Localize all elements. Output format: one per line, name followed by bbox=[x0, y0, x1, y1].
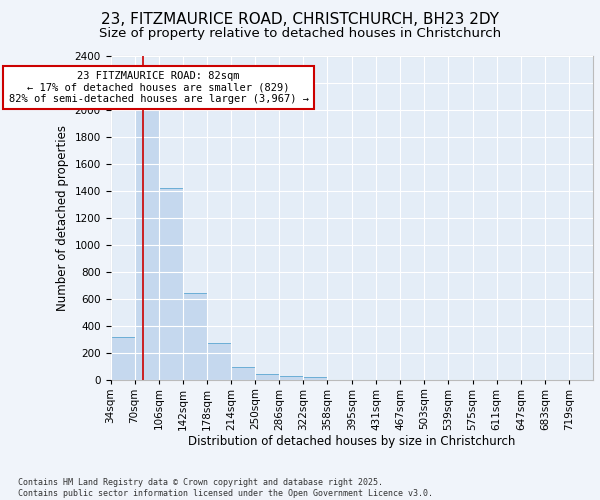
Text: Contains HM Land Registry data © Crown copyright and database right 2025.
Contai: Contains HM Land Registry data © Crown c… bbox=[18, 478, 433, 498]
X-axis label: Distribution of detached houses by size in Christchurch: Distribution of detached houses by size … bbox=[188, 435, 515, 448]
Bar bbox=[279, 376, 303, 380]
Y-axis label: Number of detached properties: Number of detached properties bbox=[56, 125, 69, 311]
Bar bbox=[231, 367, 255, 380]
Bar bbox=[110, 337, 134, 380]
Text: Size of property relative to detached houses in Christchurch: Size of property relative to detached ho… bbox=[99, 28, 501, 40]
Bar bbox=[183, 292, 207, 380]
Bar bbox=[255, 374, 279, 380]
Bar bbox=[158, 188, 183, 380]
Bar bbox=[134, 110, 158, 380]
Bar bbox=[207, 342, 231, 380]
Bar bbox=[303, 377, 328, 380]
Text: 23 FITZMAURICE ROAD: 82sqm
← 17% of detached houses are smaller (829)
82% of sem: 23 FITZMAURICE ROAD: 82sqm ← 17% of deta… bbox=[8, 71, 308, 104]
Text: 23, FITZMAURICE ROAD, CHRISTCHURCH, BH23 2DY: 23, FITZMAURICE ROAD, CHRISTCHURCH, BH23… bbox=[101, 12, 499, 28]
